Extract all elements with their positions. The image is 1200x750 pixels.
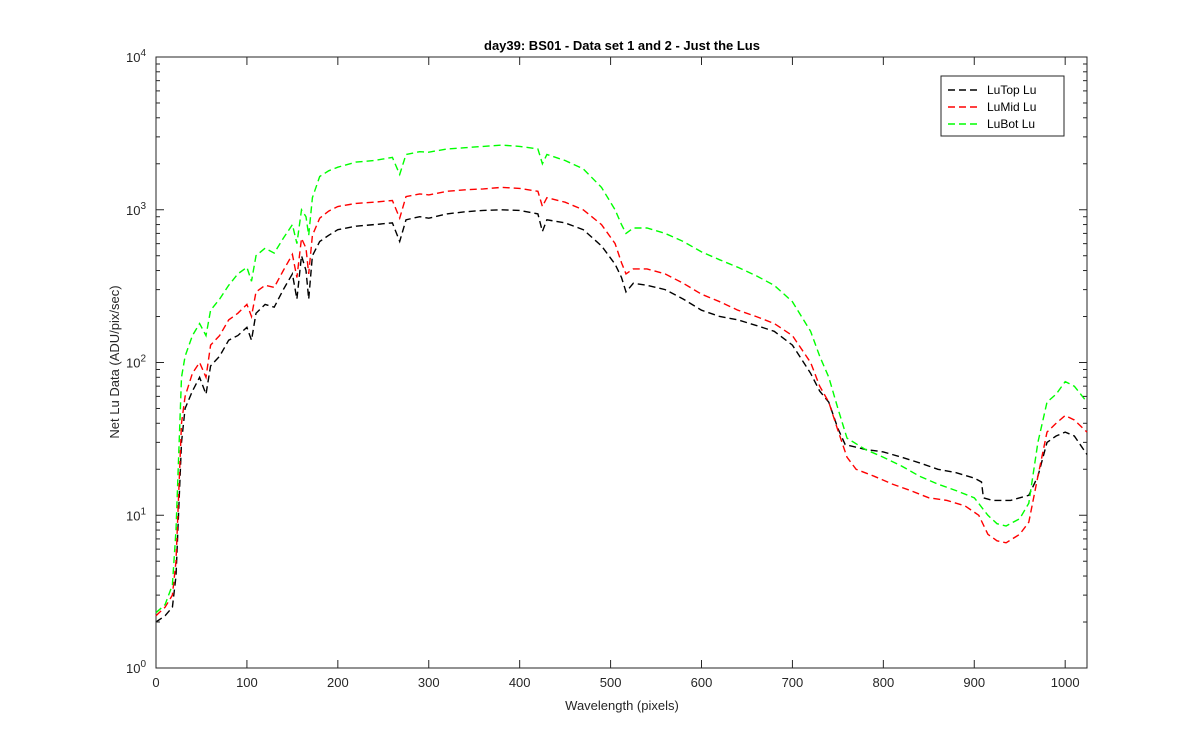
series-line-1 bbox=[155, 209, 1088, 623]
series-layer bbox=[155, 144, 1088, 623]
plot-area bbox=[155, 56, 1088, 669]
y-tick-exp: 0 bbox=[140, 659, 146, 670]
legend: LuTop Lu LuMid Lu LuBot Lu bbox=[940, 75, 1065, 137]
y-tick-base: 10 bbox=[126, 50, 140, 65]
y-tick-exp: 2 bbox=[140, 354, 146, 365]
x-tick-label: 400 bbox=[509, 675, 531, 690]
series-line-2 bbox=[155, 186, 1088, 617]
legend-box bbox=[940, 75, 1065, 137]
x-tick-label: 900 bbox=[963, 675, 985, 690]
y-tick-label: 103 bbox=[126, 201, 146, 218]
y-tick-base: 10 bbox=[126, 203, 140, 218]
y-tick-label: 102 bbox=[126, 354, 146, 371]
y-tick-label: 104 bbox=[126, 48, 146, 65]
y-tick-exp: 1 bbox=[140, 506, 146, 517]
plot-frame bbox=[155, 56, 1088, 669]
x-tick-label: 600 bbox=[691, 675, 713, 690]
x-axis: 0 100 200 300 400 500 600 700 800 900 1000 bbox=[152, 57, 1080, 690]
x-tick-label: 0 bbox=[152, 675, 159, 690]
x-tick-label: 500 bbox=[600, 675, 622, 690]
y-axis-label: Net Lu Data (ADU/pix/sec) bbox=[107, 285, 122, 438]
y-tick-exp: 3 bbox=[140, 201, 146, 212]
x-tick-label: 300 bbox=[418, 675, 440, 690]
y-tick-exp: 4 bbox=[140, 48, 146, 59]
y-tick-base: 10 bbox=[126, 356, 140, 371]
y-tick-base: 10 bbox=[126, 508, 140, 523]
x-tick-label: 700 bbox=[782, 675, 804, 690]
x-tick-label: 100 bbox=[236, 675, 258, 690]
legend-label: LuTop Lu bbox=[987, 83, 1036, 97]
x-tick-label: 200 bbox=[327, 675, 349, 690]
x-tick-label: 800 bbox=[872, 675, 894, 690]
x-axis-label: Wavelength (pixels) bbox=[565, 698, 679, 713]
legend-label: LuMid Lu bbox=[987, 100, 1036, 114]
y-tick-base: 10 bbox=[126, 661, 140, 676]
series-line-3 bbox=[155, 144, 1088, 614]
y-tick-label: 100 bbox=[126, 659, 146, 676]
y-tick-label: 101 bbox=[126, 506, 146, 523]
chart-title: day39: BS01 - Data set 1 and 2 - Just th… bbox=[484, 38, 760, 53]
x-tick-label: 1000 bbox=[1051, 675, 1080, 690]
legend-label: LuBot Lu bbox=[987, 117, 1035, 131]
